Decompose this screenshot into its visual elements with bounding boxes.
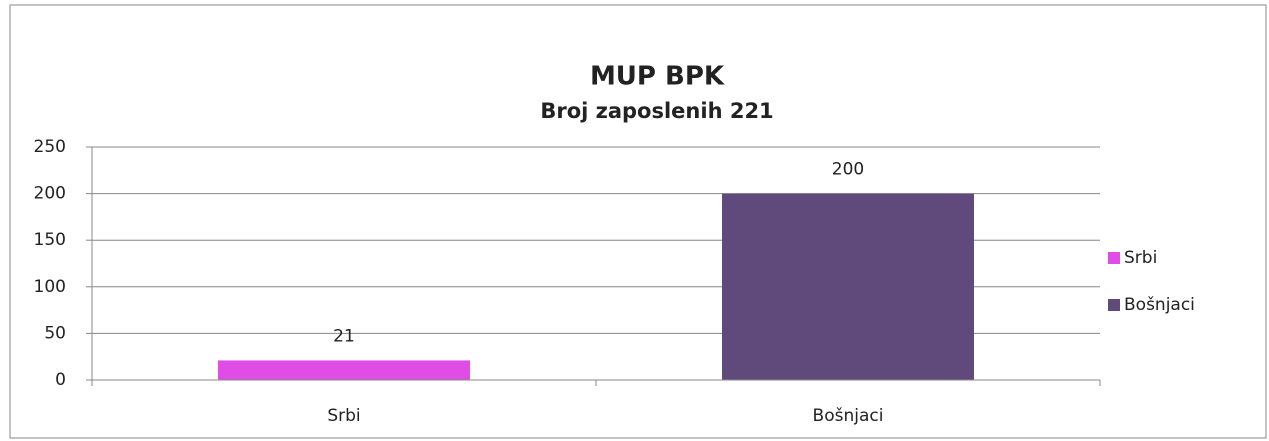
x-tick-label: Srbi xyxy=(327,406,360,426)
y-tick-label: 50 xyxy=(44,323,66,343)
chart-subtitle: Broj zaposlenih 221 xyxy=(540,99,773,123)
legend-swatch xyxy=(1108,252,1120,264)
data-label: 200 xyxy=(832,160,864,180)
legend-swatch xyxy=(1108,299,1120,311)
y-tick-label: 100 xyxy=(34,277,66,297)
bar xyxy=(722,193,974,380)
y-tick-label: 200 xyxy=(34,184,66,204)
y-tick-label: 150 xyxy=(34,230,66,250)
chart-title: MUP BPK xyxy=(590,62,725,92)
bar xyxy=(218,360,470,380)
data-label: 21 xyxy=(333,326,355,346)
y-tick-label: 0 xyxy=(55,370,66,390)
legend-label: Srbi xyxy=(1124,248,1157,268)
x-tick-label: Bošnjaci xyxy=(813,406,884,426)
legend-label: Bošnjaci xyxy=(1124,295,1195,315)
y-tick-label: 250 xyxy=(34,137,66,157)
